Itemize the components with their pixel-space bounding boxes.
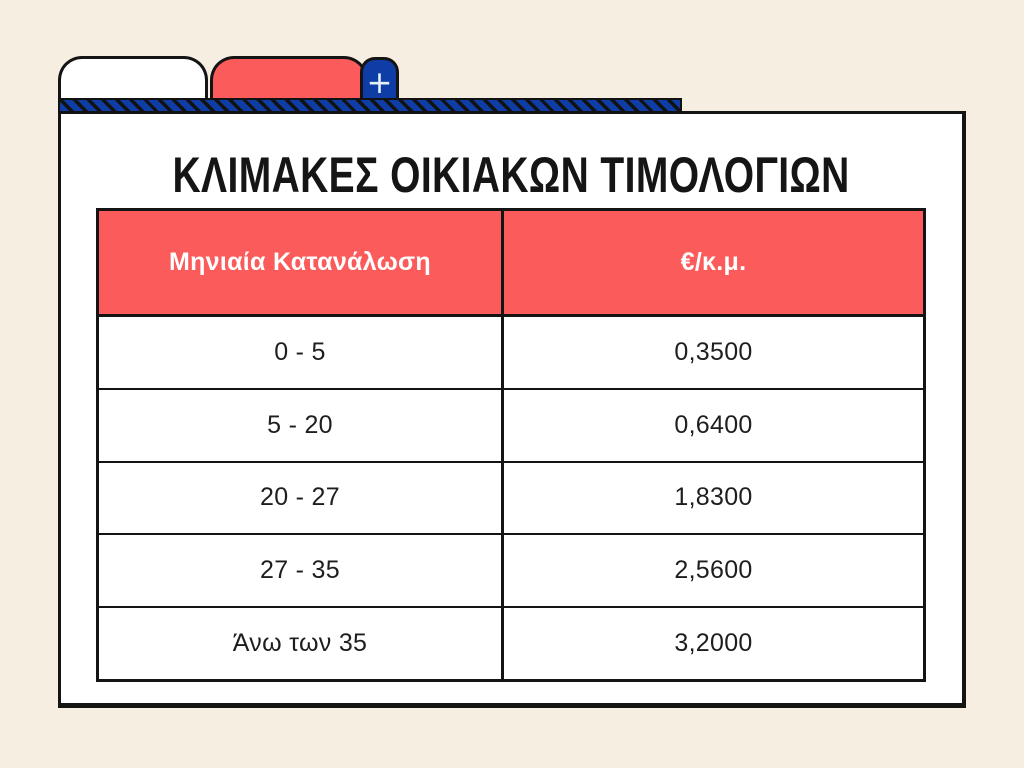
tariff-table: Μηνιαία Κατανάλωση €/κ.μ. 0 - 5 0,3500 5…: [96, 208, 926, 682]
price-header-cell: €/κ.μ.: [501, 211, 923, 315]
table-cell-range: 20 - 27: [99, 460, 501, 534]
plus-icon: +: [366, 64, 393, 101]
table-cell-range: Άνω των 35: [99, 606, 501, 679]
table-cell-price: 2,5600: [501, 533, 923, 607]
table-cell-range: 0 - 5: [99, 315, 501, 388]
table-cell-range: 5 - 20: [99, 387, 501, 461]
table-cell-price: 0,3500: [501, 315, 923, 388]
table-cell-price: 3,2000: [501, 606, 923, 679]
page-title: ΚΛΙΜΑΚΕΣ ΟΙΚΙΑΚΩΝ ΤΙΜΟΛΟΓΙΩΝ: [172, 147, 851, 203]
content-card: ΚΛΙΜΑΚΕΣ ΟΙΚΙΑΚΩΝ ΤΙΜΟΛΟΓΙΩΝ Μηνιαία Κατ…: [58, 111, 966, 708]
table-cell-range: 27 - 35: [99, 533, 501, 607]
hatched-divider-bar: [58, 98, 682, 113]
table-cell-price: 0,6400: [501, 387, 923, 461]
title-container: ΚΛΙΜΑΚΕΣ ΟΙΚΙΑΚΩΝ ΤΙΜΟΛΟΓΙΩΝ: [61, 146, 962, 204]
table-cell-price: 1,8300: [501, 460, 923, 534]
consumption-header-cell: Μηνιαία Κατανάλωση: [99, 211, 501, 315]
